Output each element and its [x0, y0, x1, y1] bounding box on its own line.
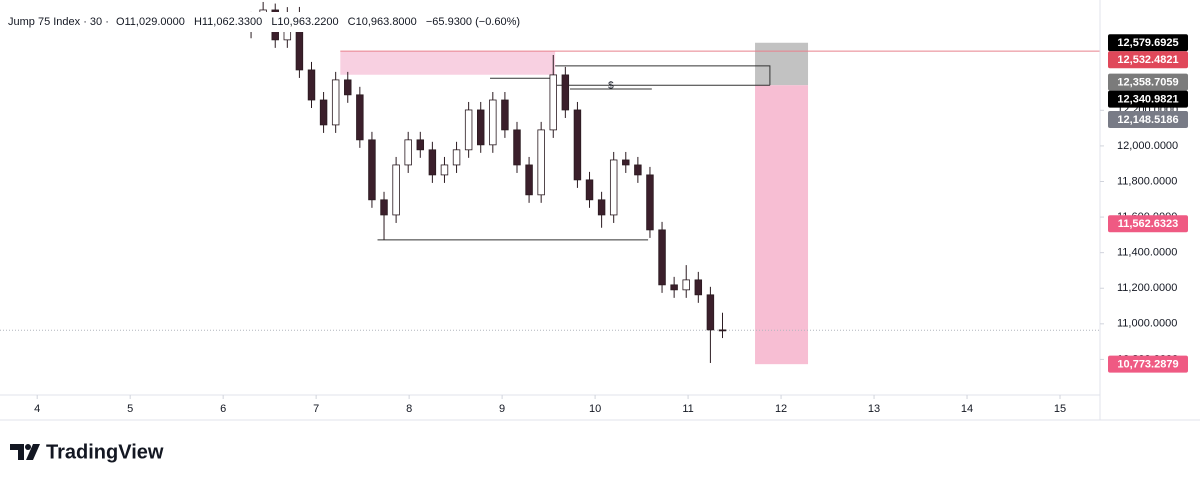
brand: TradingView [10, 441, 164, 463]
brand-logo [26, 444, 40, 460]
price-label: 12,532.4821 [1117, 54, 1178, 66]
candle-body [646, 174, 654, 231]
ohlc-change: −65.9300 (−0.60%) [426, 16, 520, 28]
price-label: 12,148.5186 [1117, 114, 1178, 126]
candle-body [404, 139, 412, 166]
price-label-bg [1108, 355, 1188, 373]
x-tick-label: 14 [961, 403, 973, 415]
candle-body [694, 279, 703, 296]
ohlc-low: L10,963.2200 [271, 16, 338, 28]
y-tick-label: 11,400.0000 [1117, 247, 1177, 259]
price-label: 11,562.6323 [1118, 218, 1179, 230]
candle-body [658, 229, 666, 286]
x-tick-label: 11 [682, 403, 693, 415]
symbol: Jump 75 Index · 30 · [8, 16, 109, 28]
plot-area: $ [0, 1, 1100, 365]
y-tick-label: 12,000.0000 [1117, 140, 1178, 152]
price-label: 12,358.7059 [1117, 76, 1178, 88]
ohlc-high: H11,062.3300 [194, 16, 262, 28]
x-tick-label: 6 [220, 403, 226, 415]
candle-body [319, 99, 328, 126]
candle-body [670, 284, 678, 291]
candle-body [368, 139, 376, 201]
price-label-bg [1108, 110, 1188, 128]
line-label: $ [608, 81, 614, 92]
candle-body [489, 99, 497, 146]
price-label-bg [1108, 90, 1188, 108]
candle-body [416, 139, 425, 151]
candle-body [597, 199, 606, 216]
ohlc-open: O11,029.0000 [116, 16, 185, 28]
x-tick-label: 10 [589, 403, 601, 415]
x-tick-label: 13 [868, 403, 880, 415]
candle-body [380, 199, 388, 216]
candle-body [561, 74, 570, 111]
candle-body [634, 164, 642, 176]
candle-body [440, 164, 449, 176]
price-label: 12,340.9821 [1117, 93, 1178, 105]
y-tick-label: 11,000.0000 [1117, 318, 1177, 330]
x-tick-label: 4 [34, 403, 40, 415]
candle-body [513, 129, 521, 166]
zone [340, 51, 556, 75]
candle-body [706, 294, 715, 331]
candle-body [331, 79, 340, 126]
header-bg [0, 12, 540, 32]
x-tick-label: 15 [1054, 403, 1066, 415]
header-text: Jump 75 Index · 30 · O11,029.0000 H11,06… [8, 16, 520, 28]
price-label: 12,579.6925 [1117, 37, 1178, 49]
candle-body [344, 79, 352, 96]
price-label-bg [1108, 73, 1188, 91]
candle-body [682, 279, 690, 291]
y-axis: 4 5 6 7 8 9 10 11 12 13 14 1512,200.000012,000.0000… [34, 34, 1188, 415]
x-tick-label: 8 [406, 403, 412, 415]
candle-body [477, 109, 485, 146]
candle-body [428, 149, 437, 176]
x-tick-label: 7 [313, 403, 319, 415]
candle-body [573, 109, 582, 181]
y-tick-label: 11,800.0000 [1117, 175, 1177, 187]
zone [755, 85, 809, 365]
ohlc-close: C10,963.8000 [348, 16, 417, 28]
candle-body [501, 99, 509, 131]
x-tick-label: 12 [775, 403, 787, 415]
x-tick-label: 9 [499, 403, 505, 415]
candle-body [464, 109, 473, 151]
candle-body [525, 164, 533, 196]
candle-body [392, 164, 400, 216]
drawn-line [555, 65, 771, 86]
header: Jump 75 Index · 30 · O11,029.0000 H11,06… [0, 12, 540, 32]
candle-body [537, 129, 545, 196]
candle-body [452, 149, 461, 166]
candle-body [356, 94, 364, 141]
candle-body [307, 69, 316, 101]
brand-name: TradingView [46, 441, 164, 463]
price-label-bg [1108, 51, 1188, 69]
candle-body [609, 159, 618, 216]
y-tick-label: 11,200.0000 [1117, 282, 1177, 294]
brand-logo [25, 444, 31, 450]
candle-body [549, 74, 557, 131]
candle-body [622, 159, 630, 166]
brand-logo [10, 444, 24, 460]
price-label-bg [1108, 34, 1188, 52]
candle-body [718, 329, 727, 332]
price-label: 10,773.2879 [1117, 359, 1178, 371]
zone [755, 42, 809, 86]
price-label-bg [1108, 215, 1188, 233]
candle-body [585, 179, 594, 201]
x-tick-label: 5 [127, 403, 133, 415]
